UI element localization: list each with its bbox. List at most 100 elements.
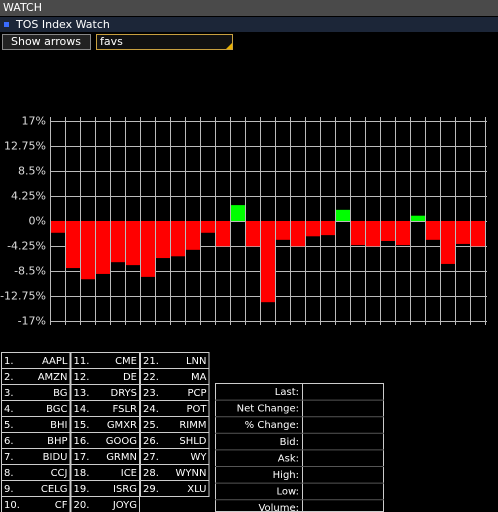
list-number: 7.	[4, 452, 14, 463]
list-number: 14.	[74, 404, 90, 415]
list-number: 5.	[4, 420, 14, 431]
list-symbol: CF	[55, 500, 68, 511]
list-symbol: GRMN	[106, 452, 137, 463]
quote-label: Volume:	[258, 503, 299, 512]
list-symbol: BHP	[47, 436, 67, 447]
button-label: Show arrows	[11, 35, 81, 48]
list-number: 16.	[74, 436, 90, 447]
y-tick-label: -17%	[18, 315, 46, 328]
list-symbol: GOOG	[106, 436, 137, 447]
list-symbol: FSLR	[113, 404, 137, 415]
list-cell	[70, 496, 140, 512]
list-symbol: MA	[191, 372, 207, 383]
bar	[336, 209, 350, 221]
list-cell	[140, 480, 210, 497]
bar	[231, 205, 245, 221]
list-number: 11.	[74, 356, 90, 367]
list-symbol: WYNN	[176, 468, 207, 479]
list-symbol: LNN	[186, 356, 207, 367]
list-selector[interactable]	[96, 34, 233, 50]
list-symbol: GMXR	[107, 420, 137, 431]
y-tick-label: 12.75%	[4, 140, 46, 153]
bar	[276, 221, 290, 240]
bar	[81, 221, 95, 280]
quote-label: Net Change:	[237, 404, 299, 415]
title-bar	[0, 0, 498, 16]
y-tick-label: -12.75%	[0, 290, 46, 303]
list-symbol: ICE	[121, 468, 137, 479]
list-number: 4.	[4, 404, 14, 415]
quote-label: Bid:	[280, 437, 299, 448]
list-number: 29.	[143, 484, 159, 495]
section-title: TOS Index Watch	[15, 18, 110, 31]
window-title: WATCH	[3, 1, 42, 14]
bar	[216, 221, 230, 247]
list-number: 13.	[74, 388, 90, 399]
list-symbol: AAPL	[42, 356, 68, 367]
list-symbol: BG	[53, 388, 67, 399]
bar	[471, 221, 485, 247]
bar	[411, 215, 425, 221]
quote-label: Last:	[275, 387, 299, 398]
list-number: 28.	[143, 468, 159, 479]
bar	[51, 221, 65, 233]
show-arrows-button[interactable]	[2, 34, 91, 50]
list-number: 12.	[74, 372, 90, 383]
bar	[381, 221, 395, 241]
list-symbol: PCP	[187, 388, 206, 399]
collapse-icon[interactable]	[4, 22, 9, 27]
list-number: 27.	[143, 452, 159, 463]
bar	[426, 221, 440, 240]
list-symbol: CELG	[41, 484, 68, 495]
quote-label: Low:	[276, 487, 299, 498]
list-symbol: AMZN	[38, 372, 68, 383]
list-number: 2.	[4, 372, 14, 383]
list-symbol: DE	[123, 372, 137, 383]
list-number: 18.	[74, 468, 90, 479]
list-symbol: BHI	[50, 420, 67, 431]
bar	[366, 221, 380, 247]
y-tick-label: -8.5%	[14, 265, 46, 278]
list-symbol: WY	[191, 452, 208, 463]
bar	[141, 221, 155, 277]
bar	[201, 221, 215, 233]
list-symbol: DRYS	[111, 388, 137, 399]
bar	[186, 221, 200, 250]
list-number: 23.	[143, 388, 159, 399]
list-number: 25.	[143, 420, 159, 431]
list-number: 10.	[4, 500, 20, 511]
list-symbol: POT	[186, 404, 207, 415]
list-number: 22.	[143, 372, 159, 383]
bar	[306, 221, 320, 237]
list-number: 24.	[143, 404, 159, 415]
bar	[441, 221, 455, 264]
list-number: 1.	[4, 356, 14, 367]
bar	[66, 221, 80, 269]
list-name: favs	[100, 35, 123, 48]
bar	[156, 221, 170, 259]
y-tick-label: 4.25%	[11, 190, 46, 203]
y-tick-label: 17%	[22, 115, 46, 128]
y-tick-label: -4.25%	[7, 240, 46, 253]
quote-label: % Change:	[245, 420, 299, 431]
list-number: 6.	[4, 436, 14, 447]
y-tick-label: 0%	[29, 215, 46, 228]
list-number: 21.	[143, 356, 159, 367]
dropdown-icon	[226, 43, 232, 49]
list-number: 9.	[4, 484, 14, 495]
list-number: 20.	[74, 500, 90, 511]
list-cell	[1, 496, 71, 512]
list-symbol: JOYG	[112, 500, 137, 511]
list-symbol: RIMM	[179, 420, 206, 431]
list-number: 15.	[74, 420, 90, 431]
list-number: 17.	[74, 452, 90, 463]
list-number: 3.	[4, 388, 14, 399]
bar	[96, 221, 110, 274]
bar	[396, 221, 410, 246]
list-symbol: CME	[115, 356, 137, 367]
bar	[246, 221, 260, 247]
bar	[261, 221, 275, 303]
bar	[171, 221, 185, 257]
list-symbol: BGC	[46, 404, 67, 415]
